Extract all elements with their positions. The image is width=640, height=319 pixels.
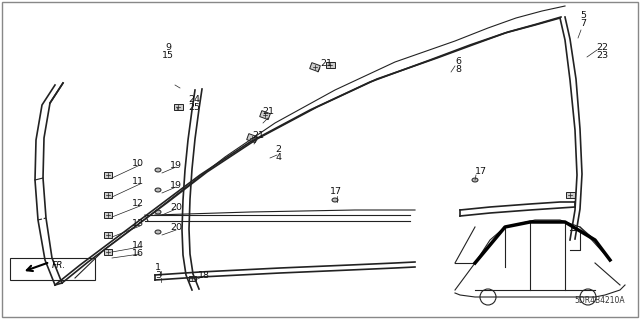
Text: 20: 20 — [170, 224, 182, 233]
Text: 19: 19 — [170, 160, 182, 169]
Text: 5DR4B4210A: 5DR4B4210A — [574, 296, 625, 305]
Text: 11: 11 — [132, 177, 144, 187]
Bar — [326, 62, 335, 68]
Ellipse shape — [155, 230, 161, 234]
Text: 25: 25 — [188, 103, 200, 113]
Ellipse shape — [332, 198, 338, 202]
Text: 12: 12 — [132, 199, 144, 209]
Bar — [104, 232, 112, 238]
Bar — [246, 134, 257, 143]
Ellipse shape — [472, 178, 478, 182]
Bar — [189, 276, 195, 281]
Text: FR.: FR. — [52, 261, 67, 270]
Bar — [10, 258, 95, 280]
Text: 21: 21 — [252, 130, 264, 139]
Text: 10: 10 — [132, 159, 144, 167]
Text: 18: 18 — [198, 271, 210, 279]
Text: 20: 20 — [170, 203, 182, 211]
Text: 19: 19 — [170, 181, 182, 189]
Bar — [104, 172, 112, 178]
Text: 2: 2 — [275, 145, 281, 154]
Bar — [310, 63, 320, 72]
Text: 21: 21 — [262, 108, 274, 116]
Text: 15: 15 — [162, 51, 174, 61]
Text: 22: 22 — [596, 42, 608, 51]
Text: 6: 6 — [455, 57, 461, 66]
Text: 23: 23 — [596, 50, 608, 60]
Text: 1: 1 — [155, 263, 161, 272]
Ellipse shape — [155, 168, 161, 172]
Bar — [566, 192, 575, 198]
Bar — [173, 104, 182, 110]
Text: 14: 14 — [132, 241, 144, 249]
Bar — [104, 192, 112, 198]
Text: 17: 17 — [475, 167, 487, 176]
Ellipse shape — [155, 188, 161, 192]
Text: 3: 3 — [155, 271, 161, 279]
Text: 16: 16 — [132, 249, 144, 257]
Text: 9: 9 — [165, 43, 171, 53]
Text: 8: 8 — [455, 65, 461, 75]
Text: 7: 7 — [580, 19, 586, 28]
Text: 4: 4 — [275, 153, 281, 162]
Text: 5: 5 — [580, 11, 586, 20]
Text: 17: 17 — [330, 188, 342, 197]
Text: 24: 24 — [188, 95, 200, 105]
Text: 21: 21 — [320, 58, 332, 68]
Bar — [104, 249, 112, 255]
Ellipse shape — [155, 210, 161, 214]
Text: 13: 13 — [132, 219, 144, 228]
Bar — [104, 212, 112, 218]
Bar — [260, 111, 270, 120]
